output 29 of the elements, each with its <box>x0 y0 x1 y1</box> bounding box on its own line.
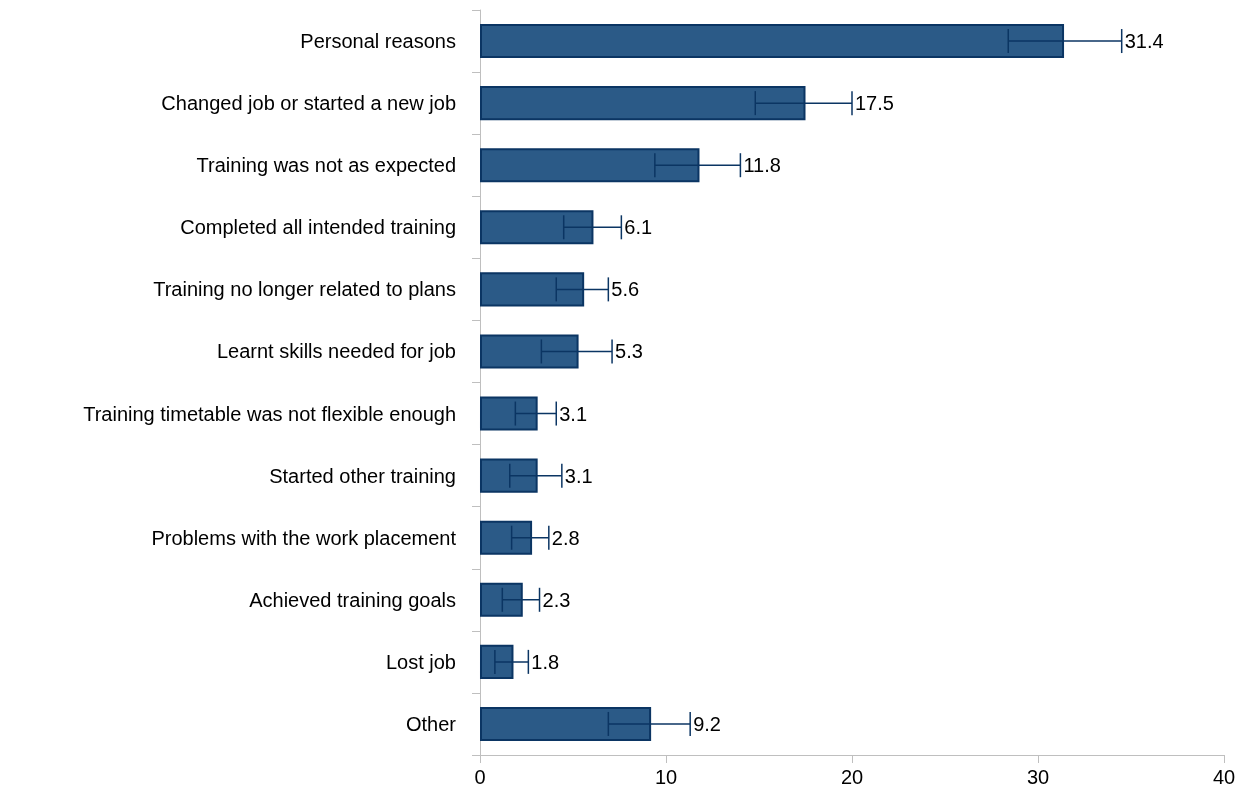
y-tick-label: Started other training <box>269 464 456 487</box>
y-tick-label: Lost job <box>385 650 456 673</box>
x-tick-label: 40 <box>1212 766 1236 788</box>
data-label: 2.8 <box>551 526 580 549</box>
y-tick-label: Personal reasons <box>300 30 456 53</box>
data-label: 6.1 <box>624 216 653 239</box>
data-label: 9.2 <box>693 712 721 735</box>
data-label: 11.8 <box>743 154 781 177</box>
data-label: 31.4 <box>1124 30 1164 53</box>
y-tick-label: Training timetable was not flexible enough <box>83 402 456 425</box>
y-tick-label: Learnt skills needed for job <box>216 340 456 363</box>
data-label: 3.1 <box>559 402 588 425</box>
x-tick-label: 20 <box>840 766 864 788</box>
data-label: 5.3 <box>615 340 643 363</box>
y-tick-label: Problems with the work placement <box>151 526 457 549</box>
data-label: 1.8 <box>531 650 560 673</box>
y-tick-label: Training no longer related to plans <box>153 278 456 301</box>
y-tick-label: Completed all intended training <box>180 216 456 239</box>
data-label: 3.1 <box>564 464 593 487</box>
data-label: 17.5 <box>855 92 894 115</box>
y-tick-label: Training was not as expected <box>196 154 456 177</box>
data-label: 2.3 <box>542 588 571 611</box>
x-tick-label: 10 <box>654 766 678 788</box>
y-tick-label: Other <box>405 712 457 735</box>
y-tick-label: Achieved training goals <box>249 588 456 611</box>
data-label: 5.6 <box>611 278 640 301</box>
y-tick-label: Changed job or started a new job <box>161 92 456 115</box>
x-tick-label: 0 <box>474 766 486 788</box>
x-tick-label: 30 <box>1026 766 1050 788</box>
